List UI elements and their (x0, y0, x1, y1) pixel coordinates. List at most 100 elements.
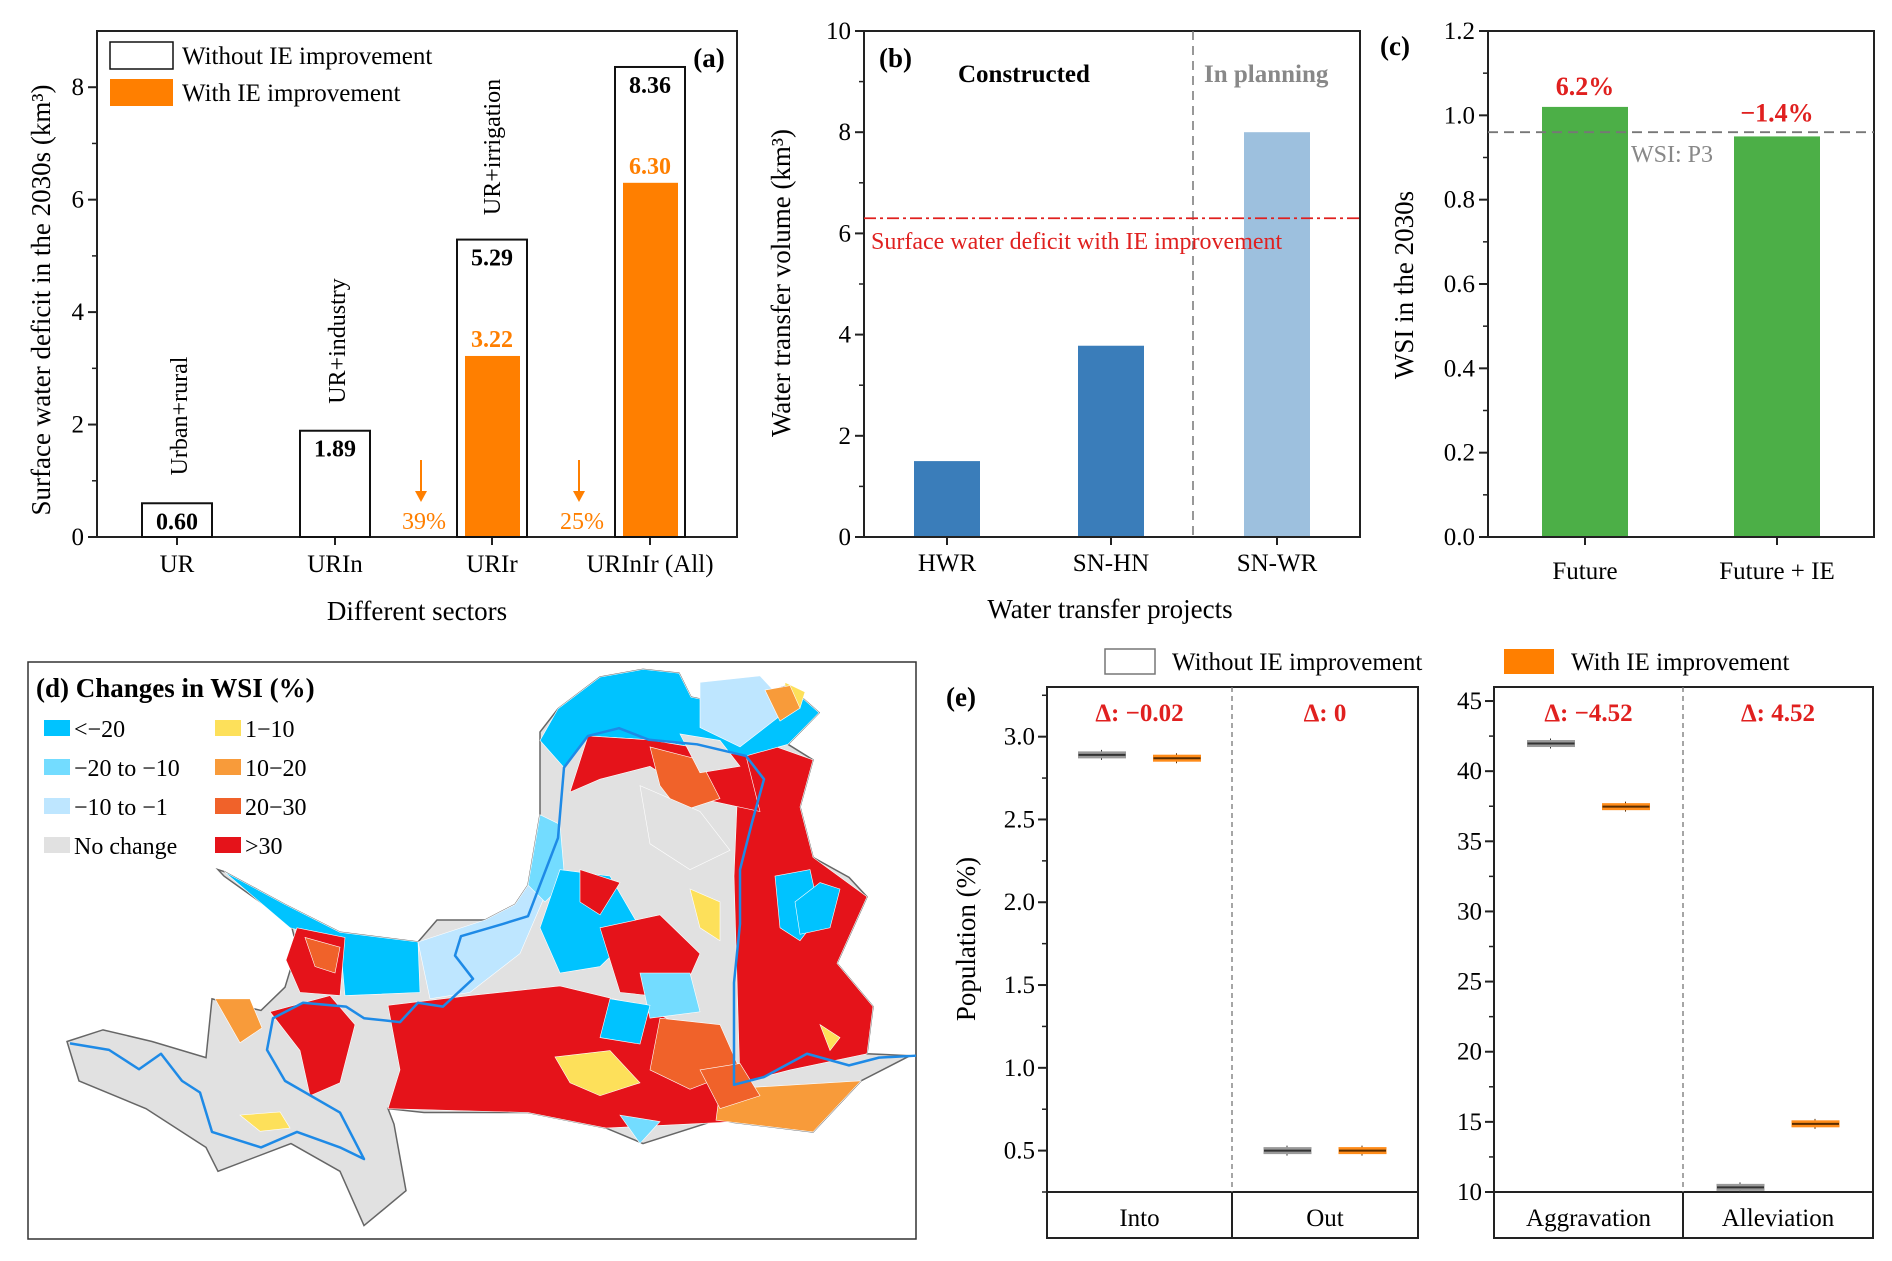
wsi-bar (1734, 136, 1820, 537)
y-tick-label: 0 (72, 524, 85, 551)
bar-without-ie (299, 429, 371, 538)
panel-label: (b) (879, 43, 912, 73)
arrow-down-icon (573, 491, 585, 502)
y-axis-title: Surface water deficit in the 2030s (km³) (26, 85, 56, 516)
y-tick-label: 10 (826, 18, 851, 45)
bar-value-label-with-ie: 6.30 (629, 154, 671, 180)
subbasin-patch (700, 1063, 760, 1108)
reduction-percent-label: 25% (560, 509, 604, 535)
legend-swatch-without-ie (1104, 648, 1156, 675)
y-tick-label: 2.0 (1004, 889, 1035, 916)
legend-label: 1−10 (245, 717, 295, 743)
legend-label: No change (74, 834, 177, 860)
delta-label: Δ: 0 (1304, 700, 1347, 727)
x-tick-label: Future + IE (1719, 558, 1834, 585)
y-tick-label: 1.0 (1444, 102, 1475, 129)
y-tick-label: 40 (1457, 758, 1482, 785)
subbasin-patch (690, 889, 720, 941)
y-tick-label: 0.6 (1444, 271, 1475, 298)
subbasin-patch (620, 1115, 660, 1143)
legend-label: −10 to −1 (74, 795, 168, 821)
x-tick-label: SN-HN (1073, 550, 1149, 577)
y-tick-label: 25 (1457, 969, 1482, 996)
category-label: Into (1119, 1205, 1159, 1232)
subbasin-patch (765, 686, 800, 722)
category-label: Aggravation (1526, 1205, 1651, 1232)
legend-label-without-ie: Without IE improvement (182, 43, 432, 70)
bar-value-label-without-ie: 0.60 (156, 509, 198, 535)
panel-c-wsi-chart: 6.2% −1.4% 0.0 0.2 0.4 0.6 0.8 1.0 1.2 WSI: P3 Fut… (1380, 18, 1875, 585)
bar-with-ie (465, 355, 520, 537)
legend-label-without-ie: Without IE improvement (1172, 649, 1422, 676)
y-tick-label: 45 (1457, 688, 1482, 715)
y-tick-label: 0.8 (1444, 187, 1475, 214)
legend-swatch-without-ie (109, 41, 174, 70)
legend-swatch (44, 798, 70, 814)
wsi-change-label: 6.2% (1556, 72, 1615, 101)
subbasin-patch (270, 996, 355, 1096)
y-tick-label: 8 (839, 119, 852, 146)
bar-without-ie (456, 238, 528, 538)
subbasin-patch (555, 1051, 640, 1096)
legend-label: <−20 (74, 717, 125, 743)
y-tick-label: 2 (839, 423, 852, 450)
x-tick-label: URIr (466, 551, 518, 578)
legend-swatch (44, 720, 70, 736)
y-tick-label: 30 (1457, 898, 1482, 925)
legend-label: >30 (245, 834, 283, 860)
y-tick-label: 0.4 (1444, 355, 1476, 382)
map-title: (d) Changes in WSI (%) (36, 673, 315, 703)
subbasin-patch (240, 1112, 290, 1131)
sector-annotation: UR+industry (325, 278, 351, 404)
x-tick-label: SN-WR (1237, 550, 1318, 577)
y-tick-label: 3.0 (1004, 724, 1035, 751)
y-axis-title: Water transfer volume (km³) (766, 129, 796, 437)
y-tick-label: 4 (72, 299, 85, 326)
legend-label-with-ie: With IE improvement (182, 80, 400, 107)
bar-with-ie (623, 182, 678, 538)
category-label: Alleviation (1722, 1205, 1835, 1232)
panel-b-water-transfer-chart: 0 2 4 6 8 10 HWR SN-HN SN-WR Surface water defici… (766, 18, 1361, 624)
panel-e-population-boxplot: 0.5 1.0 1.5 2.0 2.5 3.0 Into Δ: −0.02 Out Δ: 0 10 1… (946, 648, 1874, 1239)
subbasin-patch (600, 999, 650, 1044)
legend-label: −20 to −10 (74, 756, 180, 782)
y-axis-title: WSI in the 2030s (1389, 191, 1419, 379)
x-axis-title: Water transfer projects (987, 594, 1232, 624)
legend-label-with-ie: With IE improvement (1571, 649, 1789, 676)
group-label-in-planning: In planning (1204, 61, 1329, 88)
sector-annotation: UR+irrigation (480, 79, 506, 215)
panel-label: (e) (946, 682, 976, 712)
transfer-bar (914, 461, 980, 537)
y-tick-label: 1.5 (1004, 972, 1035, 999)
x-tick-label: URInIr (All) (586, 551, 713, 578)
subbasin-patch (650, 747, 720, 812)
reference-line-label: Surface water deficit with IE improvemen… (871, 229, 1283, 255)
y-axis-title: Population (%) (951, 857, 981, 1021)
sector-annotation: Urban+rural (167, 356, 193, 475)
bar-value-label-without-ie: 1.89 (314, 437, 356, 463)
subbasin-patch (215, 999, 262, 1043)
x-axis-title: Different sectors (327, 596, 507, 626)
y-tick-label: 6 (72, 187, 85, 214)
x-tick-label: Future (1552, 558, 1617, 585)
reduction-percent-label: 39% (402, 509, 446, 535)
x-tick-label: URIn (307, 551, 363, 578)
panel-label: (a) (693, 43, 724, 73)
subbasin-patch (305, 937, 340, 973)
y-tick-label: 2 (72, 412, 85, 439)
delta-label: Δ: −0.02 (1095, 700, 1183, 727)
panel-label: (c) (1380, 31, 1410, 61)
y-tick-label: 1.0 (1004, 1055, 1035, 1082)
x-tick-label: UR (160, 551, 195, 578)
y-tick-label: 4 (839, 322, 852, 349)
panel-a-axes (96, 30, 738, 538)
legend-swatch (215, 798, 241, 814)
y-tick-label: 15 (1457, 1109, 1482, 1136)
category-label: Out (1306, 1205, 1344, 1232)
subbasin-patch (640, 973, 700, 1018)
y-tick-label: 10 (1457, 1179, 1482, 1206)
panel-d-wsi-change-map: (d) Changes in WSI (%) <−20 −20 to −10 −10 … (27, 661, 917, 1240)
legend-label: 20−30 (245, 795, 307, 821)
